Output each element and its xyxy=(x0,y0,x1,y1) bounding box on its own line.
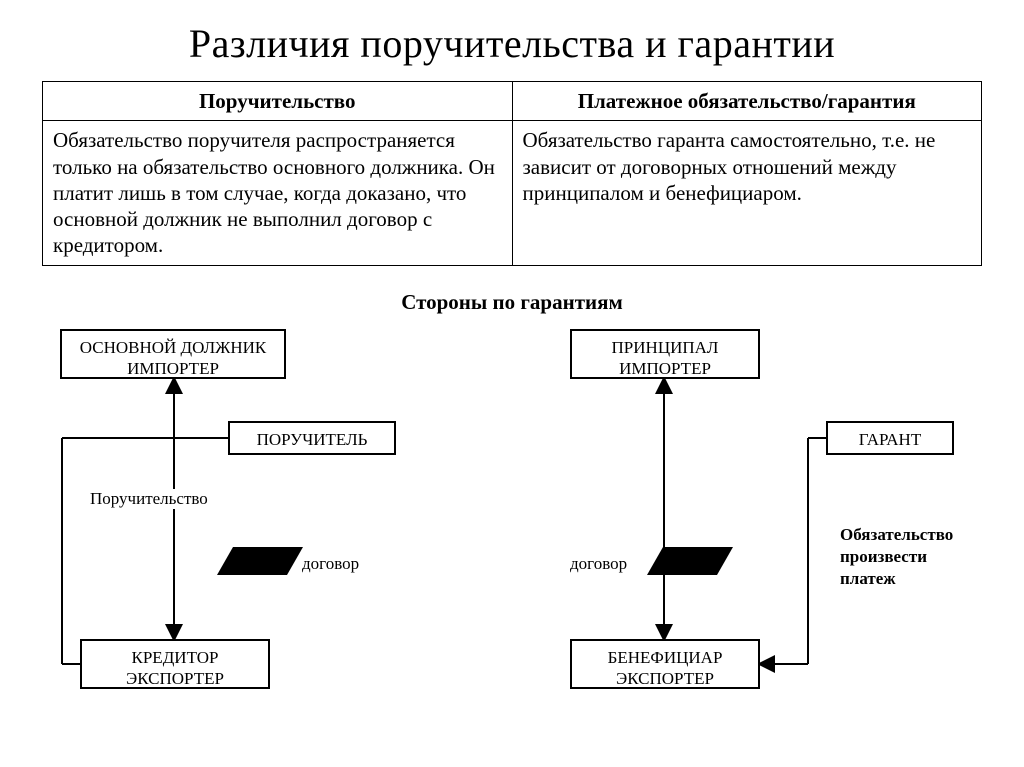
node-creditor: КРЕДИТОР ЭКСПОРТЕР xyxy=(80,639,270,689)
table-row: Обязательство поручителя распространяетс… xyxy=(43,121,982,265)
node-line: ГАРАНТ xyxy=(859,430,921,449)
label-line: платеж xyxy=(840,569,896,588)
node-line: ПРИНЦИПАЛ xyxy=(612,338,719,357)
node-guarantor: ГАРАНТ xyxy=(826,421,954,455)
flow-diagram: ОСНОВНОЙ ДОЛЖНИК ИМПОРТЕР ПОРУЧИТЕЛЬ КРЕ… xyxy=(0,329,1024,709)
node-line: ОСНОВНОЙ ДОЛЖНИК xyxy=(80,338,266,357)
node-line: ЭКСПОРТЕР xyxy=(616,669,714,688)
label-contract-right: договор xyxy=(570,554,627,574)
node-beneficiary: БЕНЕФИЦИАР ЭКСПОРТЕР xyxy=(570,639,760,689)
label-line: произвести xyxy=(840,547,927,566)
table-header-right: Платежное обязательство/гарантия xyxy=(512,82,982,121)
label-contract-left: договор xyxy=(302,554,359,574)
node-line: ПОРУЧИТЕЛЬ xyxy=(257,430,368,449)
page-title: Различия поручительства и гарантии xyxy=(0,0,1024,81)
node-line: ЭКСПОРТЕР xyxy=(126,669,224,688)
node-surety: ПОРУЧИТЕЛЬ xyxy=(228,421,396,455)
table-cell-right: Обязательство гаранта самостоятельно, т.… xyxy=(512,121,982,265)
node-line: БЕНЕФИЦИАР xyxy=(608,648,723,667)
label-suretyship: Поручительство xyxy=(90,489,208,509)
comparison-table: Поручительство Платежное обязательство/г… xyxy=(42,81,982,266)
label-obligation: Обязательство произвести платеж xyxy=(840,524,953,590)
node-line: КРЕДИТОР xyxy=(132,648,219,667)
label-line: Обязательство xyxy=(840,525,953,544)
node-line: ИМПОРТЕР xyxy=(619,359,711,378)
table-cell-left: Обязательство поручителя распространяетс… xyxy=(43,121,513,265)
table-header-left: Поручительство xyxy=(43,82,513,121)
node-principal: ПРИНЦИПАЛ ИМПОРТЕР xyxy=(570,329,760,379)
node-main-debtor: ОСНОВНОЙ ДОЛЖНИК ИМПОРТЕР xyxy=(60,329,286,379)
node-line: ИМПОРТЕР xyxy=(127,359,219,378)
diagram-subtitle: Стороны по гарантиям xyxy=(0,290,1024,315)
